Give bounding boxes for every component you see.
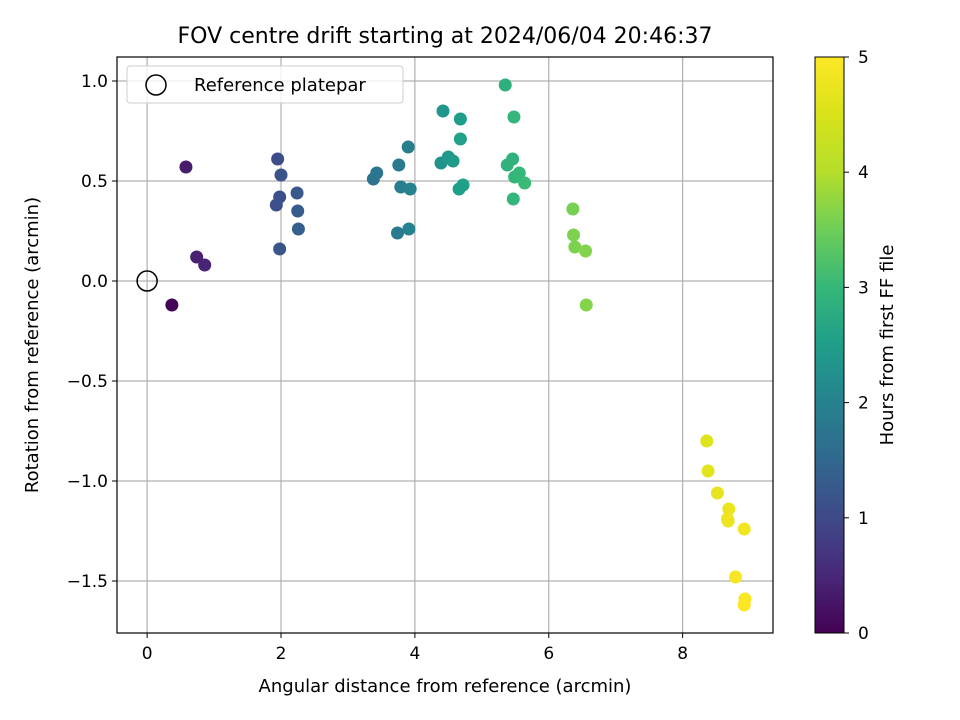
data-point	[737, 598, 751, 612]
data-point	[273, 242, 287, 256]
y-tick-label: 0.5	[81, 172, 108, 192]
y-tick-label: 1.0	[81, 72, 108, 92]
data-point	[506, 152, 520, 166]
data-point	[453, 112, 467, 126]
colorbar-label: Hours from first FF file	[877, 245, 898, 446]
plot-background	[117, 57, 773, 633]
plot-area: 0 2 4 6 8 −1.5 −1.0 −0.5 0.0 0.5 1.0	[67, 56, 774, 664]
data-point	[198, 258, 212, 272]
colorbar-gradient	[814, 56, 845, 634]
x-tick-label: 0	[142, 644, 153, 664]
colorbar-tick-label: 4	[858, 163, 869, 183]
data-point	[290, 186, 304, 200]
data-point	[401, 140, 415, 154]
data-point	[710, 486, 724, 500]
y-axis-ticks: −1.5 −1.0 −0.5 0.0 0.5 1.0	[67, 72, 117, 592]
data-point	[392, 158, 406, 172]
colorbar-tick-label: 3	[858, 278, 869, 298]
data-point	[274, 168, 288, 182]
y-tick-label: −1.0	[67, 472, 108, 492]
y-tick-label: −1.5	[67, 572, 108, 592]
data-point	[446, 154, 460, 168]
data-point	[568, 240, 582, 254]
data-point	[737, 522, 751, 536]
reference-point	[136, 270, 158, 292]
data-point	[291, 222, 305, 236]
legend-box	[126, 65, 404, 104]
x-tick-label: 2	[276, 644, 287, 664]
data-point	[165, 298, 179, 312]
data-point	[729, 570, 743, 584]
x-tick-label: 6	[543, 644, 554, 664]
data-point	[453, 132, 467, 146]
data-point	[518, 176, 532, 190]
data-point	[403, 182, 417, 196]
colorbar-tick-label: 0	[858, 624, 869, 644]
legend: Reference platepar	[126, 65, 404, 104]
colorbar-tick-label: 1	[858, 509, 869, 529]
data-point	[190, 250, 204, 264]
data-points	[165, 78, 752, 612]
data-point	[721, 514, 735, 528]
data-point	[402, 222, 416, 236]
data-point	[506, 192, 520, 206]
colorbar-tick-label: 5	[858, 48, 869, 68]
data-point	[273, 190, 287, 204]
data-point	[567, 228, 581, 242]
y-tick-label: −0.5	[67, 372, 108, 392]
data-point	[390, 226, 404, 240]
data-point	[566, 202, 580, 216]
x-axis-label: Angular distance from reference (arcmin)	[259, 676, 632, 697]
y-axis-label: Rotation from reference (arcmin)	[22, 197, 43, 493]
x-axis-ticks: 0 2 4 6 8	[142, 633, 688, 664]
data-point	[579, 244, 593, 258]
colorbar: 0 1 2 3 4 5 Hours from first FF file	[814, 48, 898, 644]
data-point	[271, 152, 285, 166]
colorbar-ticks: 0 1 2 3 4 5	[844, 48, 869, 644]
y-tick-label: 0.0	[81, 272, 108, 292]
data-point	[701, 464, 715, 478]
data-point	[512, 166, 526, 180]
x-tick-label: 4	[409, 644, 420, 664]
data-point	[579, 298, 593, 312]
x-tick-label: 8	[677, 644, 688, 664]
data-point	[452, 182, 466, 196]
data-point	[291, 204, 305, 218]
data-point	[722, 502, 736, 516]
data-point	[179, 160, 193, 174]
legend-label-reference: Reference platepar	[194, 75, 366, 96]
reference-point-group	[136, 270, 158, 292]
data-point	[370, 166, 384, 180]
legend-marker-reference	[145, 74, 167, 96]
data-point	[700, 434, 714, 448]
data-point	[498, 78, 512, 92]
chart-title: FOV centre drift starting at 2024/06/04 …	[178, 24, 713, 49]
colorbar-tick-label: 2	[858, 394, 869, 414]
plot-frame	[116, 56, 774, 634]
data-point	[436, 104, 450, 118]
data-point	[507, 110, 521, 124]
